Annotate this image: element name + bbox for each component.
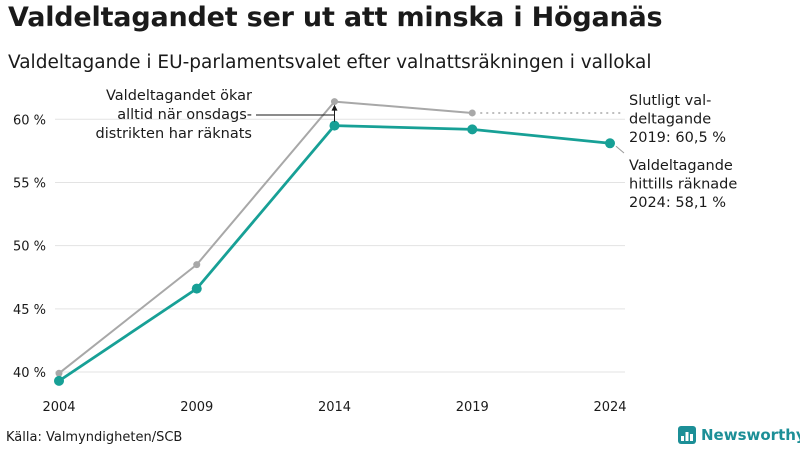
chart-title: Valdeltagandet ser ut att minska i Högan… bbox=[8, 2, 663, 33]
current-turnout-point bbox=[54, 375, 64, 386]
current-turnout-point bbox=[191, 283, 202, 294]
x-tick-label: 2024 bbox=[593, 400, 626, 415]
brand-name: Newsworthy bbox=[701, 426, 800, 444]
current-label-line: Valdeltagande bbox=[629, 158, 733, 174]
final-turnout-point bbox=[55, 369, 63, 377]
y-tick-label: 45 % bbox=[13, 303, 46, 318]
gridlines bbox=[55, 118, 625, 373]
gap-note-line: alltid när onsdags- bbox=[117, 107, 252, 123]
gap-arrow-up bbox=[331, 104, 338, 111]
newsworthy-logo: Newsworthy bbox=[678, 426, 800, 444]
y-tick-labels: 40 % 45 % 50 % 55 % 60 % bbox=[13, 113, 46, 381]
y-tick-label: 50 % bbox=[13, 240, 46, 255]
current-turnout-point bbox=[605, 138, 615, 149]
y-tick-label: 40 % bbox=[13, 366, 46, 381]
current-turnout-line bbox=[58, 124, 611, 383]
final-label-line: Slutligt val- bbox=[629, 93, 711, 109]
final-turnout-line bbox=[58, 100, 473, 375]
x-tick-label: 2004 bbox=[42, 400, 75, 415]
final-label-line: deltagande bbox=[629, 112, 711, 128]
source-note: Källa: Valmyndigheten/SCB bbox=[6, 430, 183, 445]
current-turnout-point bbox=[467, 124, 478, 135]
final-label-line: 2019: 60,5 % bbox=[629, 130, 726, 146]
current-label-line: hittills räknade bbox=[629, 177, 737, 193]
x-tick-label: 2009 bbox=[180, 400, 213, 415]
current-turnout-point bbox=[329, 120, 340, 131]
current-label-line: 2024: 58,1 % bbox=[629, 195, 726, 211]
final-turnout-point bbox=[331, 98, 338, 106]
bar-chart-icon bbox=[678, 426, 696, 444]
x-tick-label: 2014 bbox=[318, 400, 351, 415]
gap-note-line: distrikten har räknats bbox=[96, 126, 252, 142]
y-tick-label: 60 % bbox=[13, 113, 46, 128]
final-turnout-point bbox=[468, 109, 476, 117]
y-tick-label: 55 % bbox=[13, 176, 46, 191]
series-lines bbox=[54, 98, 615, 386]
final-turnout-point bbox=[193, 261, 201, 269]
x-tick-labels: 2004 2009 2014 2019 2024 bbox=[42, 400, 626, 415]
chart-subtitle: Valdeltagande i EU-parlamentsvalet efter… bbox=[8, 52, 652, 73]
annotation-layer: Valdeltagandet ökar alltid när onsdags-di… bbox=[96, 88, 738, 211]
x-tick-label: 2019 bbox=[456, 400, 489, 415]
gap-note-line: Valdeltagandet ökar bbox=[106, 88, 252, 104]
current-label-connector bbox=[615, 145, 625, 154]
